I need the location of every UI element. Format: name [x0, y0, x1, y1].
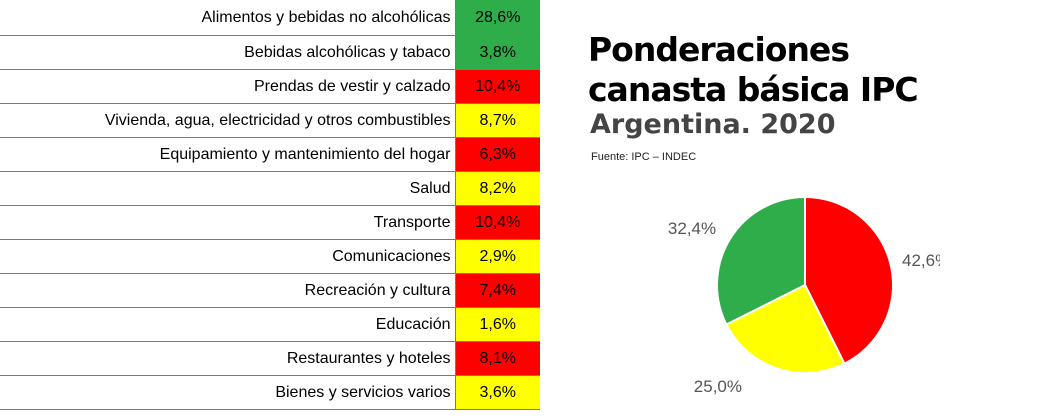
table-row: Comunicaciones 2,9%: [0, 239, 540, 274]
category-cell: Transporte: [0, 205, 455, 240]
chart-title-line1: Ponderaciones: [588, 30, 850, 69]
category-cell: Salud: [0, 171, 455, 206]
weight-cell: 7,4%: [454, 273, 540, 308]
category-cell: Vivienda, agua, electricidad y otros com…: [0, 103, 455, 138]
weight-cell: 3,6%: [454, 375, 540, 410]
source-note: Fuente: IPC – INDEC: [591, 151, 697, 163]
weight-cell: 28,6%: [454, 0, 540, 36]
table-row: Alimentos y bebidas no alcohólicas 28,6%: [0, 0, 540, 36]
weight-cell: 8,2%: [454, 171, 540, 206]
weight-cell: 2,9%: [454, 239, 540, 274]
weight-cell: 1,6%: [454, 307, 540, 342]
slice-label: 32,4%: [668, 219, 716, 238]
weight-cell: 10,4%: [454, 69, 540, 104]
table-row: Equipamiento y mantenimiento del hogar 6,…: [0, 137, 540, 172]
weight-cell: 6,3%: [454, 137, 540, 172]
weights-table: Alimentos y bebidas no alcohólicas 28,6% B…: [0, 0, 540, 410]
table-row: Recreación y cultura 7,4%: [0, 273, 540, 308]
table-row: Vivienda, agua, electricidad y otros com…: [0, 103, 540, 138]
table-row: Transporte 10,4%: [0, 205, 540, 240]
table-row: Prendas de vestir y calzado 10,4%: [0, 69, 540, 104]
category-cell: Comunicaciones: [0, 239, 455, 274]
weight-cell: 8,1%: [454, 341, 540, 376]
table-row: Bienes y servicios varios 3,6%: [0, 375, 540, 410]
table-row: Salud 8,2%: [0, 171, 540, 206]
chart-subtitle: Argentina. 2020: [590, 109, 836, 140]
category-cell: Equipamiento y mantenimiento del hogar: [0, 137, 455, 172]
slice-label: 42,6%: [902, 251, 940, 270]
category-cell: Bienes y servicios varios: [0, 375, 455, 410]
pie-slice: [724, 283, 846, 374]
category-cell: Bebidas alcohólicas y tabaco: [0, 35, 455, 70]
table-row: Bebidas alcohólicas y tabaco 3,8%: [0, 35, 540, 70]
table-row: Educación 1,6%: [0, 307, 540, 342]
category-cell: Restaurantes y hoteles: [0, 341, 455, 376]
pie-slice: [716, 195, 806, 326]
pie-chart: 42,6% 25,0% 32,4%: [668, 195, 940, 396]
slice-label: 25,0%: [694, 377, 742, 396]
category-cell: Prendas de vestir y calzado: [0, 69, 455, 104]
category-cell: Recreación y cultura: [0, 273, 455, 308]
weight-cell: 8,7%: [454, 103, 540, 138]
category-cell: Alimentos y bebidas no alcohólicas: [0, 0, 455, 36]
weight-cell: 10,4%: [454, 205, 540, 240]
table-row: Restaurantes y hoteles 8,1%: [0, 341, 540, 376]
weight-cell: 3,8%: [454, 35, 540, 70]
chart-title-line2: canasta básica IPC: [588, 70, 919, 109]
pie-slice: [804, 195, 894, 366]
category-cell: Educación: [0, 307, 455, 342]
